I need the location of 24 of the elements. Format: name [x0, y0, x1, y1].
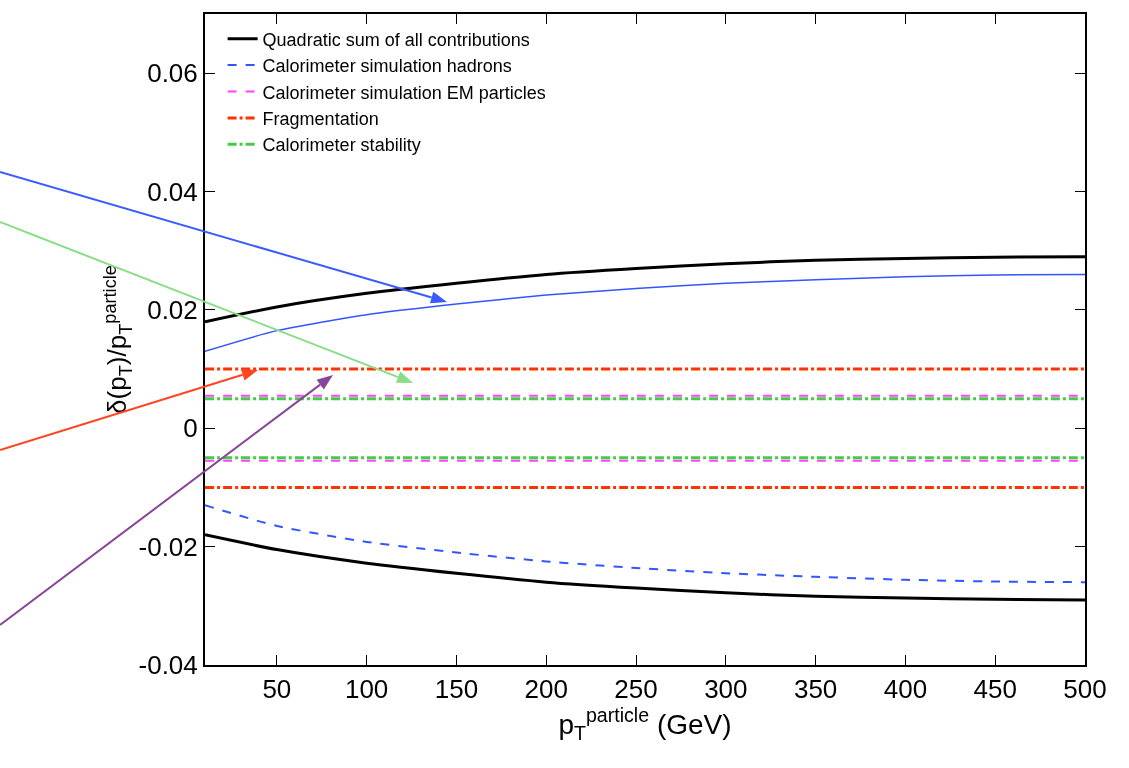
x-tick-label: 500	[1063, 674, 1107, 705]
legend-label: Calorimeter simulation hadrons	[262, 56, 512, 77]
x-tick-label: 200	[524, 674, 568, 705]
legend-label: Calorimeter simulation EM particles	[262, 82, 546, 103]
y-tick-label: 0	[183, 413, 198, 444]
x-tick-label: 450	[973, 674, 1017, 705]
y-tick-label: -0.02	[138, 531, 198, 562]
line-series	[205, 504, 1085, 584]
x-tick-label: 50	[262, 674, 292, 705]
legend-label: Quadratic sum of all contributions	[262, 29, 530, 50]
x-tick-label: 100	[344, 674, 389, 705]
y-tick-label: 0.06	[147, 58, 198, 89]
x-tick-label: 300	[704, 674, 748, 705]
x-axis-title: p$_{T}$$^{particle}$ (GeV)	[558, 704, 732, 744]
x-tick-label: 400	[883, 674, 928, 705]
legend-label: Calorimeter stability	[262, 135, 421, 156]
x-tick-label: 250	[614, 674, 658, 705]
y-tick-label: 0.02	[147, 295, 198, 326]
y-tick-label: 0.04	[147, 176, 198, 207]
y-tick-label: -0.04	[138, 650, 198, 681]
line-series	[205, 273, 1085, 353]
x-tick-label: 150	[434, 674, 479, 705]
x-tick-label: 350	[793, 674, 838, 705]
legend-label: Fragmentation	[262, 108, 379, 129]
